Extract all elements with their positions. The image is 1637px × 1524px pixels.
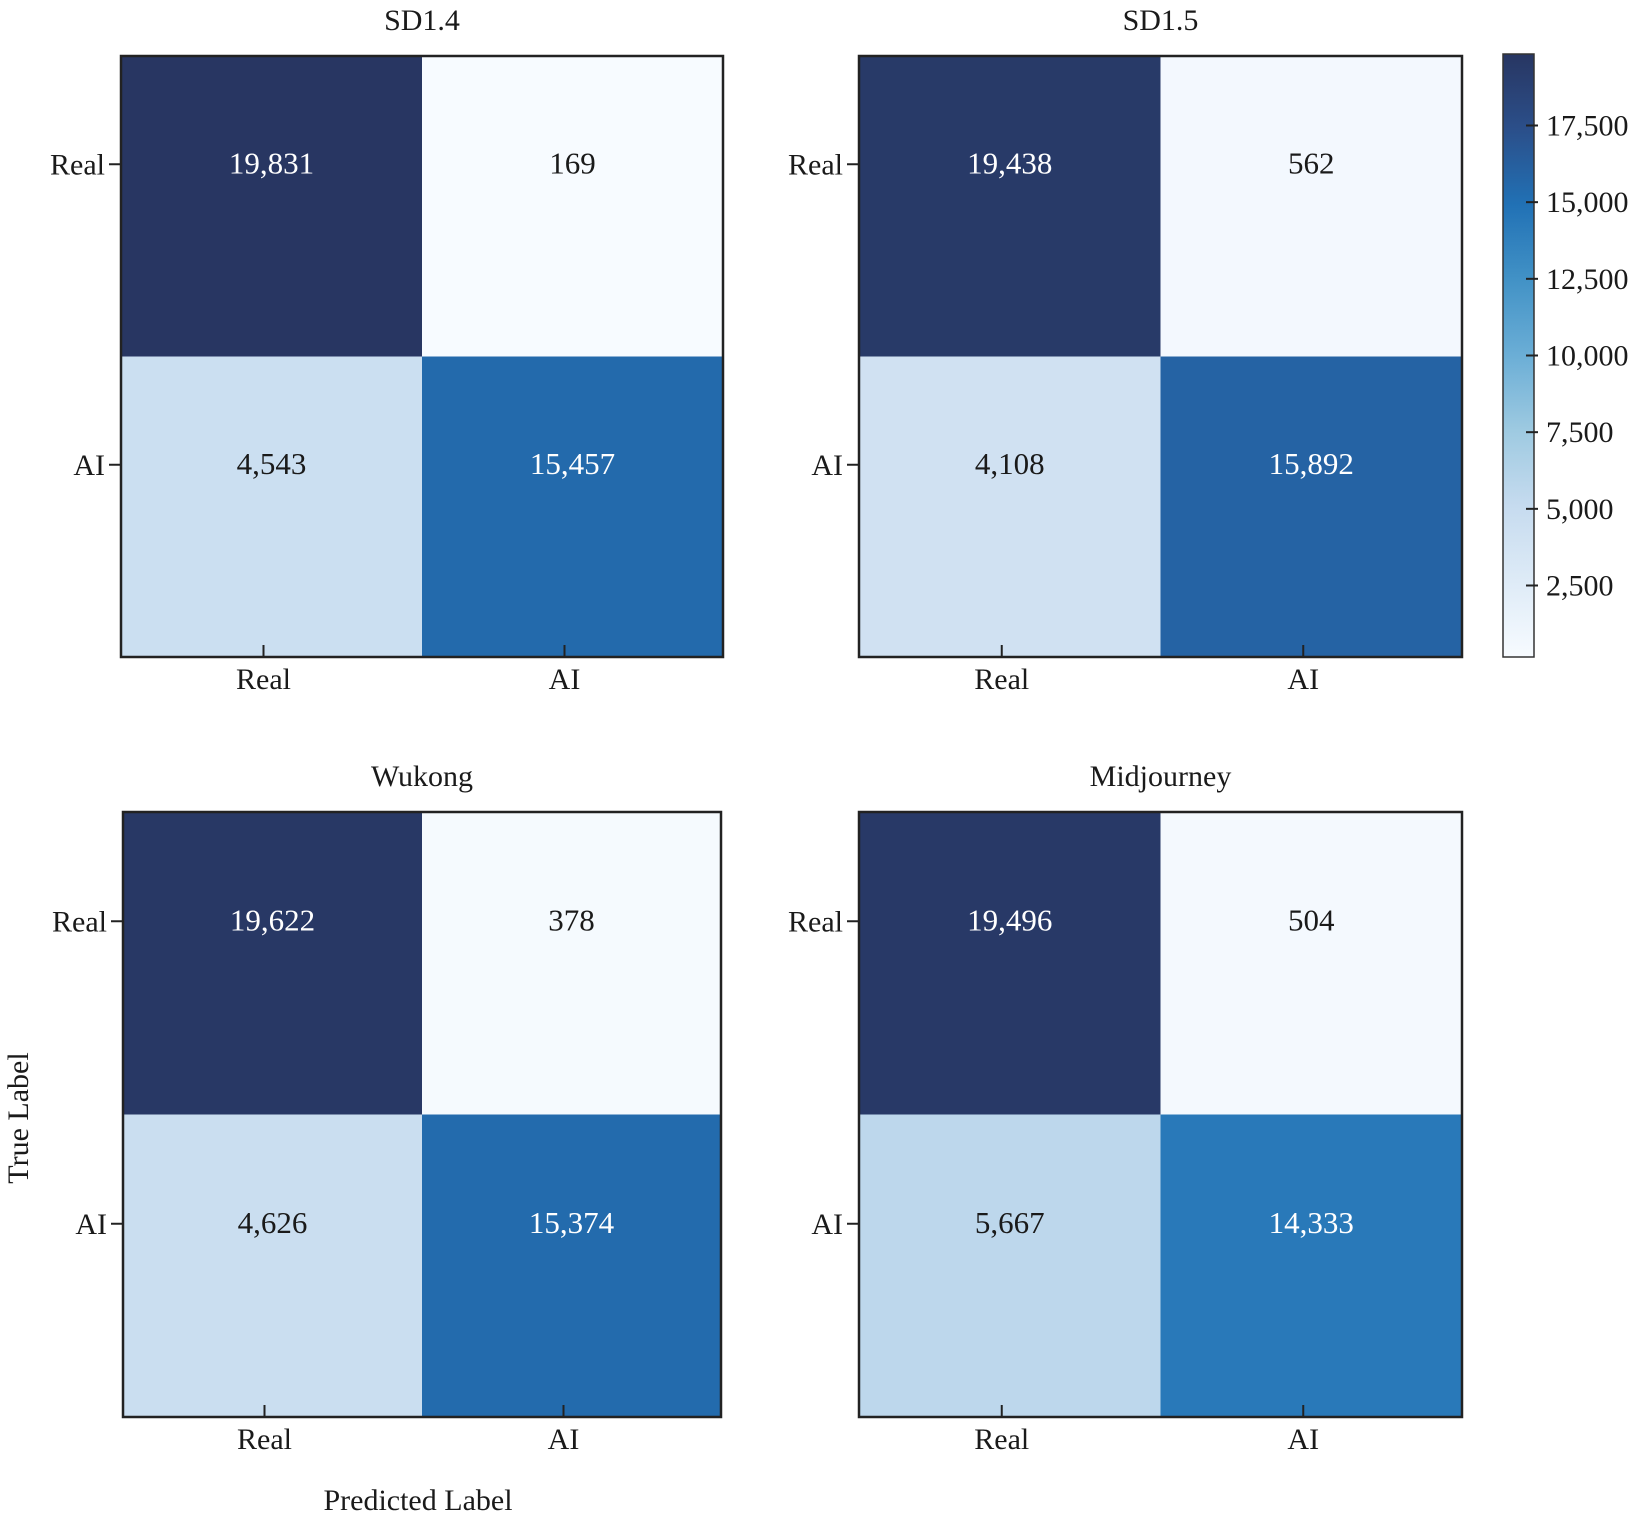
heatmap-cell	[1160, 1114, 1463, 1418]
heatmap-cell	[123, 1114, 423, 1418]
y-axis-label: True Label	[2, 1052, 35, 1183]
confusion-matrix-panel: Midjourney 19,496 504 5,667 14,333 Real AI Real…	[788, 760, 1464, 1456]
colorbar-tick-label: 7,500	[1546, 416, 1614, 449]
colorbar: 2,500 5,000 7,500 10,000 12,500 15,000 17,500	[1502, 53, 1629, 658]
y-tick-label: AI	[73, 449, 105, 482]
y-tick-label: AI	[75, 1208, 107, 1241]
cell-value-label: 169	[549, 145, 596, 180]
y-tick-label: Real	[52, 905, 107, 938]
y-tick-label: Real	[788, 148, 843, 181]
panel-title: SD1.4	[384, 4, 460, 37]
y-tick-label: Real	[788, 905, 843, 938]
panel-frame	[857, 54, 1464, 659]
confusion-matrix-panel: SD1.5 19,438 562 4,108 15,892 Real AI Real AI	[788, 4, 1464, 696]
heatmap-cell	[422, 56, 724, 357]
cell-value-label: 4,626	[238, 1205, 308, 1240]
heatmap-cell	[123, 812, 423, 1115]
cell-value-label: 19,622	[230, 902, 315, 937]
x-tick-label: Real	[237, 1423, 292, 1456]
panel-frame	[857, 810, 1464, 1419]
cell-value-label: 378	[548, 902, 595, 937]
x-tick-label: Real	[236, 663, 291, 696]
x-tick-label: AI	[1287, 1423, 1319, 1456]
colorbar-tick-label: 17,500	[1546, 109, 1629, 142]
panel-title: Midjourney	[1090, 760, 1232, 793]
x-tick-label: AI	[549, 663, 581, 696]
heatmap-cell	[422, 812, 722, 1115]
colorbar-tick-label: 12,500	[1546, 263, 1629, 296]
colorbar-tick-label: 10,000	[1546, 340, 1629, 373]
heatmap-cell	[422, 1114, 722, 1418]
cell-value-label: 15,457	[530, 446, 615, 481]
heatmap-cell	[859, 812, 1161, 1115]
heatmap-cell	[859, 356, 1161, 658]
heatmap-cell	[859, 1114, 1161, 1418]
confusion-matrix-panel: Wukong 19,622 378 4,626 15,374 Real AI Real AI	[52, 760, 723, 1456]
cell-value-label: 4,108	[975, 446, 1045, 481]
x-tick-label: Real	[974, 663, 1029, 696]
cell-value-label: 4,543	[237, 446, 307, 481]
x-tick-label: Real	[974, 1423, 1029, 1456]
cell-value-label: 14,333	[1269, 1205, 1354, 1240]
heatmap-cell	[121, 356, 423, 658]
cell-value-label: 562	[1288, 145, 1335, 180]
heatmap-cell	[1160, 356, 1463, 658]
confusion-matrix-panel: SD1.4 19,831 169 4,543 15,457 Real AI Real AI	[50, 4, 725, 696]
y-tick-label: AI	[811, 1208, 843, 1241]
panel-title: Wukong	[371, 760, 473, 793]
x-tick-label: AI	[548, 1423, 580, 1456]
x-tick-label: AI	[1287, 663, 1319, 696]
heatmap-cell	[859, 56, 1161, 357]
heatmap-cell	[1160, 56, 1463, 357]
panel-title: SD1.5	[1123, 4, 1199, 37]
y-tick-label: Real	[50, 148, 105, 181]
cell-value-label: 5,667	[975, 1205, 1045, 1240]
cell-value-label: 15,374	[529, 1205, 615, 1240]
heatmap-cell	[121, 56, 423, 357]
cell-value-label: 504	[1288, 902, 1335, 937]
colorbar-tick-label: 15,000	[1546, 186, 1629, 219]
cell-value-label: 19,438	[967, 145, 1052, 180]
panel-frame	[121, 810, 723, 1419]
cell-value-label: 15,892	[1269, 446, 1354, 481]
colorbar-tick-label: 2,500	[1546, 570, 1614, 603]
cell-value-label: 19,496	[967, 902, 1052, 937]
cell-value-label: 19,831	[229, 145, 314, 180]
colorbar-tick-label: 5,000	[1546, 493, 1614, 526]
heatmap-cell	[1160, 812, 1463, 1115]
y-tick-label: AI	[811, 449, 843, 482]
x-axis-label: Predicted Label	[323, 1484, 512, 1517]
panel-frame	[119, 54, 725, 659]
heatmap-cell	[422, 356, 724, 658]
